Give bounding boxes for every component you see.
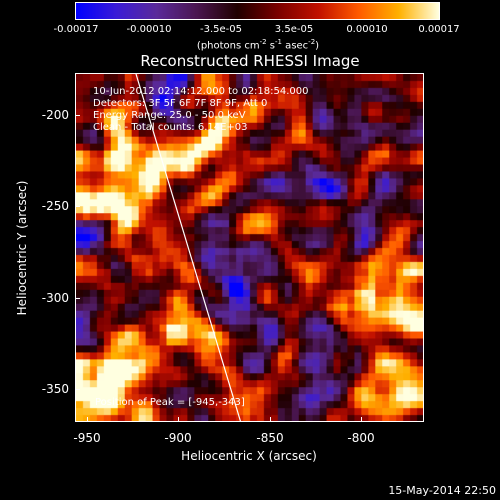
footer-timestamp: 15-May-2014 22:50 xyxy=(388,484,496,497)
colorbar-tick: 0.00017 xyxy=(418,24,460,35)
x-tick-label: -900 xyxy=(164,431,192,445)
colorbar-units: (photons cm-2 s-1 asec-2) xyxy=(197,38,319,51)
colorbar xyxy=(75,2,440,20)
x-tick-mark xyxy=(361,417,362,422)
detectors-label: Detectors: 3F 5F 6F 7F 8F 9F, Att 0 xyxy=(93,98,268,109)
y-tick-mark xyxy=(75,115,80,116)
colorbar-tick: -3.5e-05 xyxy=(200,24,242,35)
clean-label: Clean - Total counts: 6.14E+03 xyxy=(93,122,248,133)
x-tick-mark xyxy=(178,417,179,422)
solar-limb-line xyxy=(135,74,242,421)
colorbar-tick: -0.00010 xyxy=(126,24,172,35)
y-tick-label: -350 xyxy=(41,382,69,396)
units-sup: -1 xyxy=(275,38,283,46)
x-tick-label: -800 xyxy=(347,431,375,445)
colorbar-tick: 0.00010 xyxy=(346,24,388,35)
y-tick-label: -200 xyxy=(41,108,69,122)
energy-label: Energy Range: 25.0 - 50.0 keV xyxy=(93,110,246,121)
colorbar-tick: 3.5e-05 xyxy=(274,24,314,35)
x-axis-label: Heliocentric X (arcsec) xyxy=(181,449,317,463)
x-tick-mark xyxy=(270,417,271,422)
colorbar-tick: -0.00017 xyxy=(53,24,99,35)
x-tick-label: -950 xyxy=(73,431,101,445)
x-tick-mark xyxy=(87,417,88,422)
units-sup: -2 xyxy=(308,38,316,46)
y-tick-label: -300 xyxy=(41,291,69,305)
units-text: ) xyxy=(315,40,320,52)
peak-position-label: Position of Peak = [-945,-343] xyxy=(95,397,245,408)
units-text: asec xyxy=(282,40,309,52)
units-sup: -2 xyxy=(259,38,267,46)
y-tick-mark xyxy=(75,389,80,390)
y-tick-mark xyxy=(75,206,80,207)
heatmap-canvas xyxy=(76,74,423,421)
y-tick-mark xyxy=(75,298,80,299)
time-range-label: 10-Jun-2012 02:14:12.000 to 02:18:54.000 xyxy=(93,86,309,97)
units-text: s xyxy=(266,40,276,52)
limb-overlay xyxy=(135,74,242,421)
x-tick-label: -850 xyxy=(256,431,284,445)
units-text: (photons cm xyxy=(196,40,260,52)
rhessi-image: 10-Jun-2012 02:14:12.000 to 02:18:54.000… xyxy=(75,73,424,422)
y-axis-label: Heliocentric Y (arcsec) xyxy=(15,180,29,316)
image-title: Reconstructed RHESSI Image xyxy=(140,52,360,70)
y-tick-label: -250 xyxy=(41,199,69,213)
